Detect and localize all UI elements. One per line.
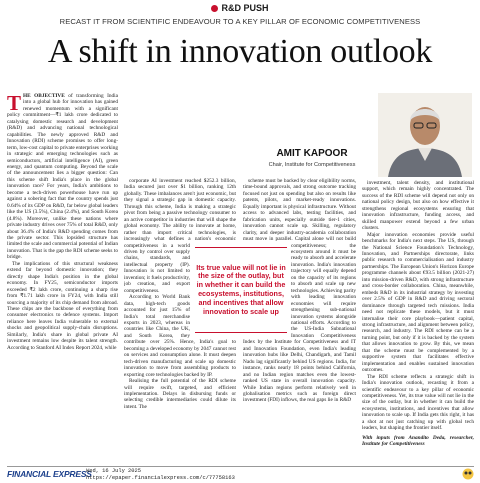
paragraph: Major innovation economies provide usefu… xyxy=(362,231,474,374)
paragraph: THE OBJECTIVE of transforming India into… xyxy=(7,93,118,261)
photo-glasses xyxy=(426,122,437,129)
headline: A shift in innovation outlook xyxy=(47,33,433,70)
kicker: R&D PUSH xyxy=(0,3,480,13)
paragraph: corporate AI investment reached $252.3 b… xyxy=(124,178,236,294)
pull-quote: Its true value will not lie in the size … xyxy=(195,247,287,333)
paragraph: scheme must be backed by clear eligibili… xyxy=(243,178,356,404)
author-role: Chair, Institute for Competitiveness xyxy=(268,162,356,168)
paragraph-text: of transforming India into a global hub … xyxy=(7,93,118,261)
photo-face xyxy=(410,107,440,145)
paragraph: According to World Bank data, high-tech … xyxy=(124,294,236,378)
icon-eye xyxy=(464,471,468,475)
paragraph: The implications of this structural weak… xyxy=(7,260,118,351)
deck: RECAST IT FROM SCIENTIFIC ENDEAVOUR TO A… xyxy=(59,17,421,26)
body-column: THE OBJECTIVE of transforming India into… xyxy=(7,93,118,463)
photo-shoulders xyxy=(388,148,462,177)
body-column: scheme must be backed by clear eligibili… xyxy=(243,178,356,463)
photo-hair xyxy=(410,109,440,121)
icon-eye xyxy=(468,471,472,475)
body-column: corporate AI investment reached $252.3 b… xyxy=(124,178,236,463)
author-photo xyxy=(378,93,472,177)
edition-date: Wed, 16 July 2025 xyxy=(86,468,141,474)
publication-logo: FINANCIAL EXPRESS xyxy=(7,469,92,479)
paragraph: investment, talent density, and institut… xyxy=(362,180,474,232)
paragraph: Realising the full potential of the RDI … xyxy=(124,378,236,410)
pull-quote-text: Its true value will not lie in the size … xyxy=(196,262,286,316)
kicker-text: R&D PUSH xyxy=(221,3,269,13)
photo-glasses xyxy=(413,122,424,129)
footer-rule xyxy=(7,466,474,467)
photo-collar xyxy=(418,148,432,161)
lead-in: THE OBJECTIVE xyxy=(7,93,65,115)
icon-bg xyxy=(462,468,474,480)
owl-icon xyxy=(462,468,474,480)
edition-url[interactable]: https://epaper.financialexpress.com/c/77… xyxy=(86,475,235,481)
paragraph: The RDI scheme reflects a strategic shif… xyxy=(362,373,474,432)
credit: With inputs from Anandito Deda, research… xyxy=(362,434,474,448)
kicker-dot xyxy=(211,5,219,12)
body-column: investment, talent density, and institut… xyxy=(362,180,474,463)
author-name: AMIT KAPOOR xyxy=(276,148,348,159)
